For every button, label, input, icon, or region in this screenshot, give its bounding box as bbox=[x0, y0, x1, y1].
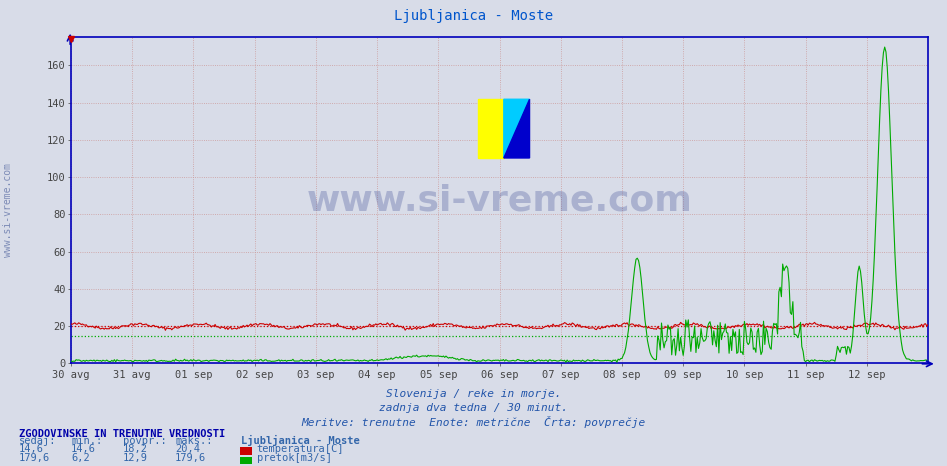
Text: 179,6: 179,6 bbox=[175, 453, 206, 463]
Text: ZGODOVINSKE IN TRENUTNE VREDNOSTI: ZGODOVINSKE IN TRENUTNE VREDNOSTI bbox=[19, 429, 225, 439]
Text: maks.:: maks.: bbox=[175, 436, 213, 445]
Text: temperatura[C]: temperatura[C] bbox=[257, 444, 344, 454]
Text: 12,9: 12,9 bbox=[123, 453, 148, 463]
Text: sedaj:: sedaj: bbox=[19, 436, 57, 445]
Text: 18,2: 18,2 bbox=[123, 444, 148, 454]
Text: 6,2: 6,2 bbox=[71, 453, 90, 463]
Text: 20,4: 20,4 bbox=[175, 444, 200, 454]
Text: pretok[m3/s]: pretok[m3/s] bbox=[257, 453, 331, 463]
Text: min.:: min.: bbox=[71, 436, 102, 445]
Text: 14,6: 14,6 bbox=[19, 444, 44, 454]
Text: www.si-vreme.com: www.si-vreme.com bbox=[3, 163, 12, 257]
Polygon shape bbox=[504, 99, 529, 158]
Text: povpr.:: povpr.: bbox=[123, 436, 167, 445]
Text: Meritve: trenutne  Enote: metrične  Črta: povprečje: Meritve: trenutne Enote: metrične Črta: … bbox=[301, 416, 646, 428]
Text: Ljubljanica - Moste: Ljubljanica - Moste bbox=[394, 9, 553, 23]
Polygon shape bbox=[504, 99, 529, 158]
Text: 14,6: 14,6 bbox=[71, 444, 96, 454]
Text: www.si-vreme.com: www.si-vreme.com bbox=[307, 184, 692, 217]
Text: Slovenija / reke in morje.: Slovenija / reke in morje. bbox=[385, 389, 562, 399]
Polygon shape bbox=[478, 99, 504, 158]
Text: 179,6: 179,6 bbox=[19, 453, 50, 463]
Text: Ljubljanica - Moste: Ljubljanica - Moste bbox=[241, 435, 360, 445]
Text: zadnja dva tedna / 30 minut.: zadnja dva tedna / 30 minut. bbox=[379, 403, 568, 413]
